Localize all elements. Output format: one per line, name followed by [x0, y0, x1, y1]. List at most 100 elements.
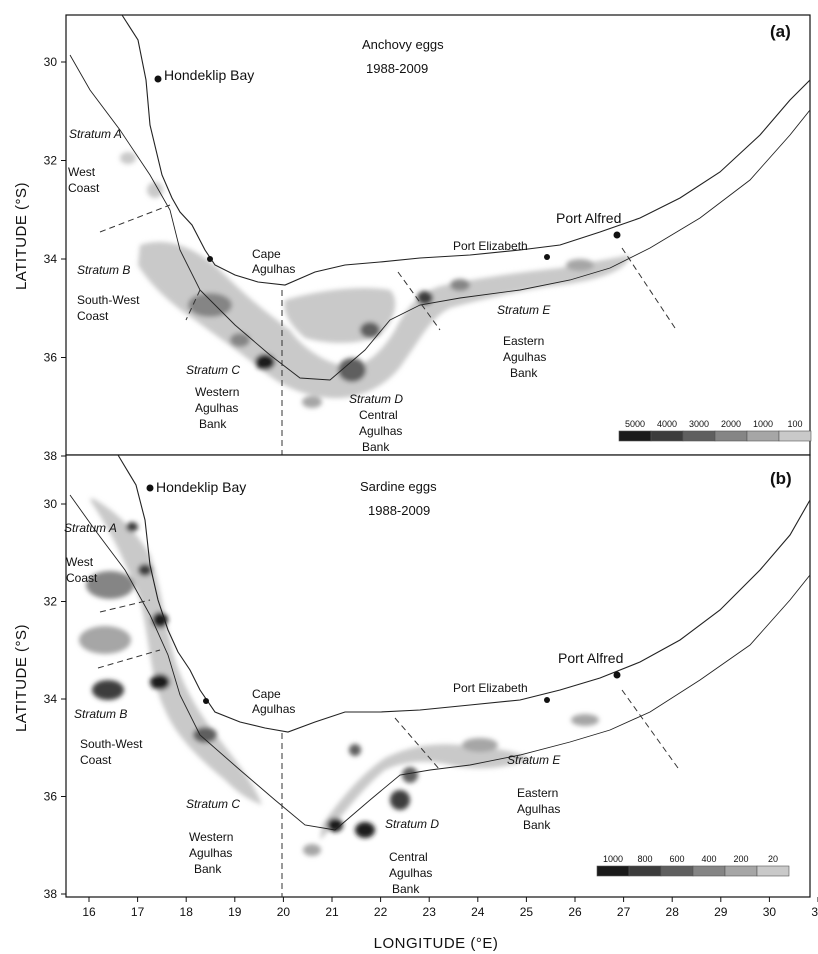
legend-swatch: [724, 865, 758, 877]
sardine-density-patch: [303, 844, 321, 856]
stratum-divider: [394, 717, 441, 771]
legend-label: 800: [637, 854, 652, 864]
y-tick-label: 32: [44, 595, 58, 609]
anchovy-density-patch: [566, 259, 594, 271]
legend-label: 400: [701, 854, 716, 864]
coastline-a: [121, 14, 811, 286]
stratum-divider: [99, 599, 151, 613]
anchovy-density-patch: [417, 291, 433, 305]
legend-swatch: [778, 430, 812, 442]
label-central-1: Central: [359, 408, 398, 422]
x-tick-label: 18: [180, 905, 194, 919]
panel-b: (b) Sardine eggs 1988-2009 Hondeklip Bay…: [64, 454, 811, 898]
legend-label: 1000: [753, 419, 773, 429]
x-tick-label: 25: [520, 905, 534, 919]
legend-label: 5000: [625, 419, 645, 429]
label-western-1: Western: [189, 830, 233, 844]
label-stratum-c: Stratum C: [186, 797, 240, 811]
sardine-density-central-region: [320, 744, 530, 840]
sardine-density-patch: [571, 714, 599, 726]
sardine-density-patch: [349, 744, 361, 756]
port-alfred-marker: [613, 231, 621, 239]
sardine-density-patch: [327, 818, 343, 832]
x-tick-label: 27: [617, 905, 631, 919]
x-tick-label: 30: [763, 905, 777, 919]
anchovy-density-patch: [255, 354, 275, 370]
legend-swatch: [692, 865, 726, 877]
stratum-divider: [97, 649, 161, 669]
label-central-3: Bank: [362, 440, 390, 454]
coastline-b: [117, 454, 811, 733]
label-port-alfred: Port Alfred: [556, 210, 621, 226]
anchovy-density-patch: [120, 152, 136, 164]
label-west-coast-2: Coast: [68, 181, 100, 195]
label-stratum-d: Stratum D: [385, 817, 439, 831]
y-tick-label: 30: [44, 497, 58, 511]
legend-label: 4000: [657, 419, 677, 429]
port-alfred-marker: [613, 671, 621, 679]
x-axis-title: LONGITUDE (°E): [374, 935, 499, 952]
label-western-2: Agulhas: [195, 401, 238, 415]
x-axis: 16 17 18 19 20 21 22 23 24 25 26 27 28 29 30 31: [82, 897, 818, 919]
anchovy-density-patch: [188, 293, 232, 317]
y-tick-label: 30: [44, 55, 58, 69]
label-cape-1: Cape: [252, 687, 281, 701]
label-sw-coast-2: Coast: [80, 753, 112, 767]
sardine-density-patch: [126, 522, 138, 532]
legend-label: 100: [787, 419, 802, 429]
shelf-edge-a: [69, 54, 811, 381]
anchovy-density-patch: [230, 333, 250, 347]
y-tick-label: 34: [44, 692, 58, 706]
stratum-divider: [99, 204, 171, 233]
label-western-3: Bank: [199, 417, 227, 431]
legend-swatch: [714, 430, 748, 442]
legend-label: 20: [768, 854, 778, 864]
x-tick-label: 21: [325, 905, 339, 919]
sardine-density-patch: [462, 738, 498, 752]
label-west-coast-1: West: [68, 165, 96, 179]
label-eastern-2: Agulhas: [517, 802, 560, 816]
label-stratum-e: Stratum E: [497, 303, 551, 317]
port-elizabeth-marker: [544, 697, 550, 703]
label-stratum-c: Stratum C: [186, 363, 240, 377]
y-axis-a: 30 32 34 36 38: [44, 55, 66, 463]
x-tick-label: 23: [423, 905, 437, 919]
legend-label: 600: [669, 854, 684, 864]
anchovy-density-patch: [338, 358, 366, 382]
panel-a-title-line1: Anchovy eggs: [362, 37, 444, 52]
hondeklip-bay-marker: [146, 484, 154, 492]
legend-swatch: [650, 430, 684, 442]
x-tick-label: 24: [471, 905, 485, 919]
label-sw-coast-1: South-West: [77, 293, 140, 307]
y-axis-b: 30 32 34 36 38: [44, 497, 66, 901]
legend-label: 1000: [603, 854, 623, 864]
label-eastern-3: Bank: [523, 818, 551, 832]
sardine-density-patch: [150, 674, 170, 690]
sardine-density-patch: [402, 767, 418, 783]
label-eastern-3: Bank: [510, 366, 538, 380]
label-west-coast-1: West: [66, 555, 94, 569]
y-tick-label: 32: [44, 154, 58, 168]
legend-swatch: [618, 430, 652, 442]
sardine-density-patch: [86, 571, 134, 599]
label-central-1: Central: [389, 850, 428, 864]
label-sw-coast-1: South-West: [80, 737, 143, 751]
legend-label: 2000: [721, 419, 741, 429]
label-stratum-b: Stratum B: [74, 707, 127, 721]
panel-b-title-line1: Sardine eggs: [360, 479, 437, 494]
label-stratum-a: Stratum A: [64, 521, 117, 535]
anchovy-density-patch: [450, 279, 470, 291]
label-port-elizabeth: Port Elizabeth: [453, 239, 528, 253]
label-port-alfred: Port Alfred: [558, 650, 623, 666]
stratum-divider: [397, 271, 441, 331]
label-central-2: Agulhas: [389, 866, 432, 880]
sardine-density-patch: [193, 727, 217, 743]
label-stratum-d: Stratum D: [349, 392, 403, 406]
label-port-elizabeth: Port Elizabeth: [453, 681, 528, 695]
panel-b-frame: [65, 454, 811, 898]
legend-label: 3000: [689, 419, 709, 429]
y-tick-label: 38: [44, 449, 58, 463]
label-hondeklip-bay: Hondeklip Bay: [164, 67, 254, 83]
y-axis-title-a: LATITUDE (°S): [13, 182, 30, 290]
